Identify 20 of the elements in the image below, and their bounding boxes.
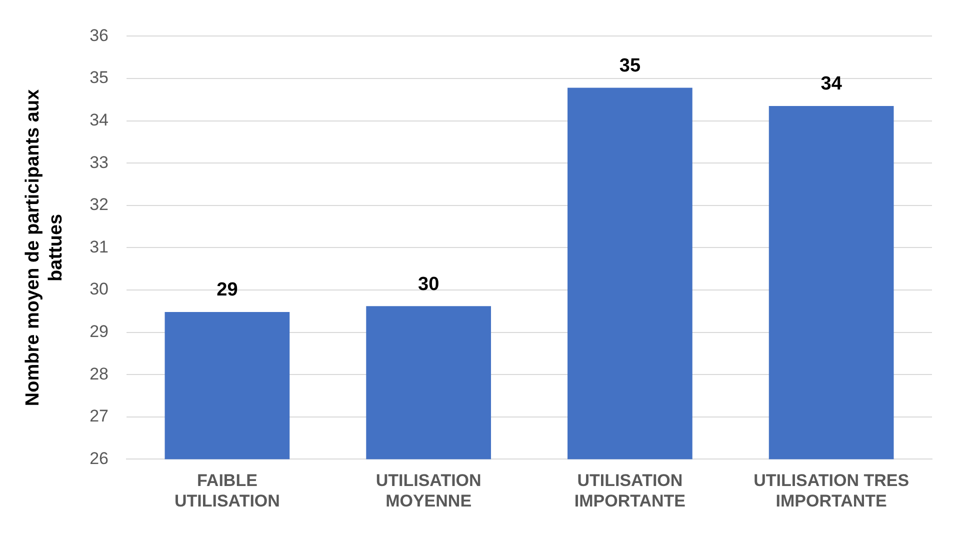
y-tick-label: 28 <box>90 364 109 384</box>
x-tick-label: UTILISATION TRES IMPORTANTE <box>754 471 910 510</box>
data-label: 30 <box>418 274 440 295</box>
y-tick-label: 29 <box>90 322 109 341</box>
y-axis-title: Nombre moyen de participants aux battues <box>22 88 66 406</box>
x-tick-label: UTILISATION MOYENNE <box>376 471 482 510</box>
y-tick-label: 31 <box>90 237 109 256</box>
x-tick-label: UTILISATION IMPORTANTE <box>574 471 686 510</box>
y-tick-label: 32 <box>90 195 109 214</box>
data-label: 34 <box>820 74 842 95</box>
y-tick-label: 36 <box>90 26 109 45</box>
data-label: 35 <box>619 56 641 77</box>
y-tick-label: 26 <box>90 448 109 468</box>
y-tick-label: 35 <box>90 68 109 88</box>
x-tick-label: FAIBLE UTILISATION <box>174 471 280 510</box>
y-tick-label: 33 <box>90 152 109 172</box>
y-tick-label: 30 <box>90 280 109 299</box>
y-tick-label: 27 <box>90 406 109 426</box>
data-label: 29 <box>216 280 238 301</box>
y-tick-label: 34 <box>90 110 109 130</box>
